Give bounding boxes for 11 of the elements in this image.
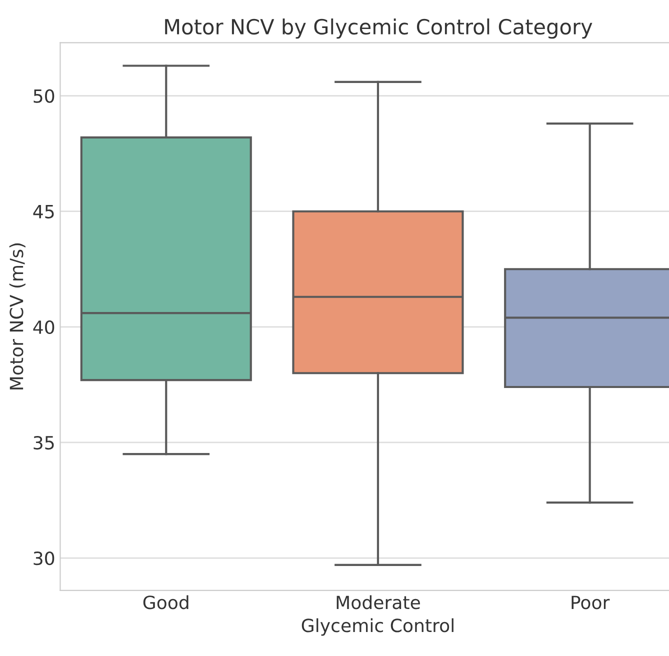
y-tick-label: 30 bbox=[34, 552, 54, 566]
y-tick-label: 45 bbox=[33, 205, 54, 218]
y-tick-label: 50 bbox=[34, 89, 54, 103]
y-tick-label: 35 bbox=[34, 436, 54, 450]
x-axis-title: Glycemic Control bbox=[302, 618, 454, 636]
y-tick-label: 40 bbox=[33, 320, 54, 334]
x-tick-label: Good bbox=[143, 595, 188, 610]
y-axis-title: Motor NCV (m/s) bbox=[9, 243, 26, 390]
x-tick-label: Moderate bbox=[336, 595, 420, 610]
x-tick-label: Poor bbox=[572, 596, 610, 610]
chart-title: Motor NCV by Glycemic Control Category bbox=[165, 18, 592, 39]
